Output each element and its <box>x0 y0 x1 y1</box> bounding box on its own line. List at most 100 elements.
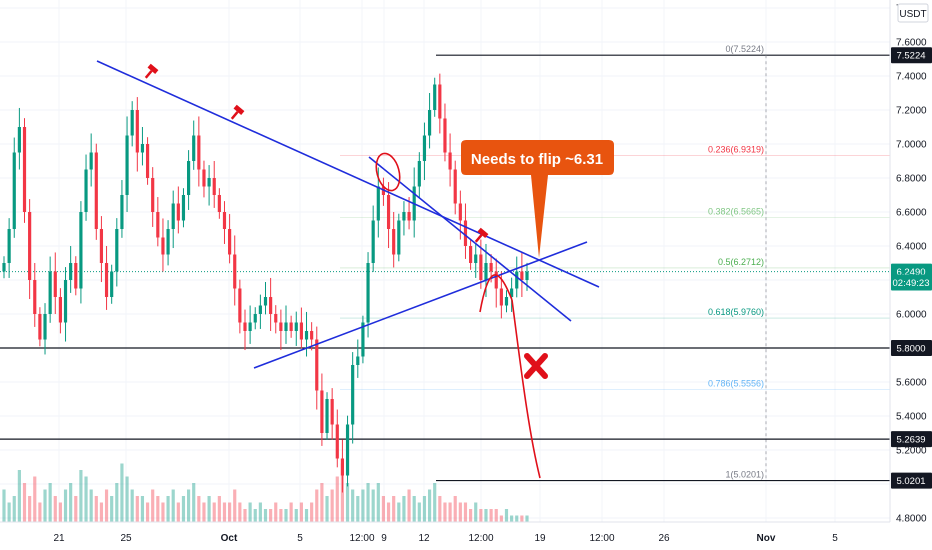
x-tick-label: 5 <box>832 533 838 544</box>
candle <box>176 186 180 234</box>
volume-bar <box>407 489 411 522</box>
y-tick-label: 7.2000 <box>896 106 927 117</box>
candle <box>130 101 134 147</box>
volume-bar <box>17 470 21 522</box>
candle <box>212 161 216 208</box>
svg-text:5.0201: 5.0201 <box>896 476 925 487</box>
candle <box>12 137 16 238</box>
fib-level-label: 0.618(5.9760) <box>708 307 764 317</box>
volume-bar <box>463 502 468 522</box>
candle <box>145 137 150 185</box>
volume-bar <box>115 483 119 522</box>
currency-badge: USDT <box>897 3 929 23</box>
volume-bar <box>499 515 503 522</box>
candle <box>151 167 155 227</box>
candle <box>366 252 370 338</box>
candle <box>299 307 303 349</box>
volume-bar <box>53 496 57 522</box>
volume-bar <box>222 502 227 522</box>
volume-bar <box>135 496 139 522</box>
candle <box>335 409 339 468</box>
fib-level-label: 1(5.0201) <box>725 470 764 480</box>
volume-bar <box>458 502 462 522</box>
candle <box>269 277 273 331</box>
candle <box>402 201 406 236</box>
currency-label: USDT <box>899 9 926 20</box>
volume-bar <box>58 502 62 522</box>
candle <box>28 199 32 300</box>
volume-bar <box>371 489 375 522</box>
y-tick-label: 7.4000 <box>896 72 927 83</box>
fib-level-label: 0.382(6.5665) <box>708 207 764 217</box>
candle <box>258 294 262 329</box>
candle <box>197 116 201 187</box>
candle <box>38 307 42 347</box>
y-tick-label: 6.8000 <box>896 174 927 185</box>
candle <box>407 197 411 230</box>
volume-bar <box>233 489 237 522</box>
volume-bar <box>186 489 191 522</box>
candle <box>33 263 37 327</box>
volume-bar <box>89 489 93 522</box>
volume-bar <box>63 489 68 522</box>
volume-bar <box>22 483 27 522</box>
volume-bar <box>489 509 493 522</box>
candle <box>166 220 170 266</box>
candle <box>17 107 21 170</box>
x-tick-label: 12:00 <box>468 533 493 544</box>
volume-bar <box>433 483 437 522</box>
volume-bar <box>2 489 6 522</box>
y-tick-label: 7.0000 <box>896 140 927 151</box>
volume-bar <box>422 496 427 522</box>
candle <box>263 282 268 315</box>
y-tick-label: 6.4000 <box>896 242 927 253</box>
time-axis-labels: 21 25 Oct 5 12:00 9 12 12:00 19 12:00 26 Nov 5 <box>0 521 890 544</box>
candle <box>63 267 68 342</box>
volume-bar <box>366 483 370 522</box>
horizontal-levels <box>0 271 890 440</box>
candle <box>125 116 129 212</box>
hammer-icon <box>474 227 489 243</box>
volume-bar <box>104 489 109 522</box>
x-tick-label: 21 <box>53 533 65 544</box>
candle <box>279 309 283 351</box>
volume-bar <box>351 489 355 522</box>
candle <box>7 218 11 278</box>
candle <box>58 288 62 334</box>
y-tick-label: 7.6000 <box>896 38 927 49</box>
volume-bar <box>171 489 175 522</box>
candle <box>274 305 278 334</box>
volume-bar <box>212 502 216 522</box>
volume-bar <box>253 509 257 522</box>
volume-bar <box>79 470 83 522</box>
volume-bar <box>228 502 232 522</box>
volume-bar <box>520 515 524 522</box>
volume-bar <box>151 489 155 522</box>
volume-bar <box>448 502 452 522</box>
candle <box>351 352 355 444</box>
volume-bar <box>207 496 211 522</box>
candle <box>315 326 319 410</box>
volume-bar <box>28 496 32 522</box>
volume-bar <box>315 489 319 522</box>
candle <box>469 239 473 270</box>
candle <box>207 165 211 206</box>
volume-bar <box>376 483 380 522</box>
candle <box>192 120 196 170</box>
candle <box>228 214 232 264</box>
y-tick-label: 6.0000 <box>896 310 927 321</box>
candle <box>397 213 401 262</box>
fib-level-label: 0(7.5224) <box>725 44 764 54</box>
volume-bar <box>335 476 339 522</box>
volume-bar <box>181 496 186 522</box>
drawings <box>96 60 600 479</box>
volume-bar <box>243 509 247 522</box>
volume-bar <box>202 502 206 522</box>
descending-trendline <box>96 60 600 288</box>
candle <box>289 315 293 338</box>
x-tick-label: Oct <box>221 533 238 544</box>
x-tick-label: 26 <box>658 533 670 544</box>
volume-bar <box>7 502 11 522</box>
